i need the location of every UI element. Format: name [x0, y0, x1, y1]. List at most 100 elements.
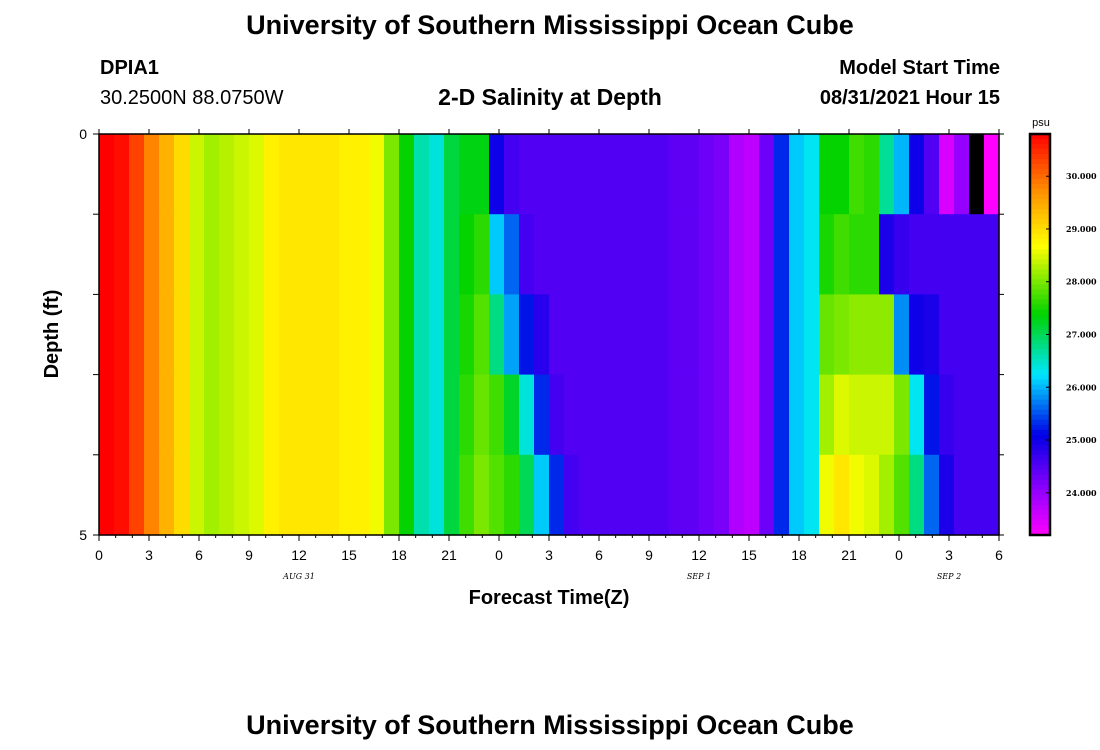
- heatmap: [99, 134, 1000, 536]
- heatmap-cell: [774, 374, 790, 456]
- heatmap-cell: [414, 134, 430, 215]
- heatmap-cell: [444, 374, 460, 456]
- heatmap-cell: [849, 374, 865, 456]
- heatmap-cell: [264, 294, 280, 376]
- heatmap-cell: [264, 214, 280, 295]
- heatmap-cell: [939, 134, 955, 215]
- heatmap-cell: [249, 134, 265, 215]
- heatmap-cell: [564, 454, 580, 536]
- heatmap-cell: [384, 454, 400, 536]
- heatmap-cell: [354, 374, 370, 456]
- colorbar-segment: [1030, 444, 1050, 451]
- heatmap-cell: [759, 214, 775, 295]
- colorbar-segment: [1030, 249, 1050, 255]
- colorbar-segment: [1030, 294, 1050, 301]
- heatmap-cell: [354, 134, 370, 215]
- colorbar-segment: [1030, 204, 1050, 210]
- x-tick-label: 3: [945, 547, 953, 563]
- heatmap-cell: [549, 454, 565, 536]
- y-axis-label: Depth (ft): [41, 290, 63, 379]
- heatmap-cell: [834, 374, 850, 456]
- heatmap-cell: [609, 214, 625, 295]
- colorbar-segment: [1030, 334, 1050, 341]
- heatmap-cell: [129, 214, 145, 295]
- heatmap-cell: [714, 134, 730, 215]
- colorbar-segment: [1030, 229, 1050, 235]
- heatmap-cell: [459, 134, 475, 215]
- heatmap-cell: [279, 134, 295, 215]
- heatmap-cell: [489, 454, 505, 536]
- heatmap-cell: [909, 374, 925, 456]
- colorbar-segment: [1030, 289, 1050, 295]
- heatmap-cell: [354, 294, 370, 376]
- heatmap-cell: [924, 134, 940, 215]
- colorbar-segment: [1030, 464, 1050, 471]
- heatmap-cell: [204, 214, 220, 295]
- colorbar-segment: [1030, 429, 1050, 436]
- station-coords: 30.2500N 88.0750W: [100, 87, 284, 109]
- heatmap-cell: [834, 134, 850, 215]
- heatmap-cell: [219, 214, 235, 295]
- model-start-value: 08/31/2021 Hour 15: [819, 87, 1000, 109]
- heatmap-cell: [159, 374, 175, 456]
- station-id: DPIA1: [100, 57, 159, 79]
- heatmap-cell: [519, 294, 535, 376]
- heatmap-cell: [219, 294, 235, 376]
- x-tick-label: 0: [95, 547, 103, 563]
- heatmap-cell: [714, 214, 730, 295]
- heatmap-cell: [684, 134, 700, 215]
- heatmap-cell: [609, 134, 625, 215]
- heatmap-cell: [99, 214, 115, 295]
- heatmap-cell: [864, 214, 880, 295]
- colorbar-segment: [1030, 399, 1050, 406]
- heatmap-cell: [684, 374, 700, 456]
- colorbar: 30.000 29.000 28.000 27.000 26.000 25.000 24.0…: [1028, 132, 1097, 537]
- heatmap-cell: [789, 294, 805, 376]
- colorbar-label: 30.000: [1066, 171, 1097, 181]
- heatmap-cell: [189, 214, 205, 295]
- colorbar-segment: [1030, 414, 1050, 421]
- heatmap-cell: [489, 134, 505, 215]
- heatmap-cell: [564, 374, 580, 456]
- colorbar-segment: [1030, 299, 1050, 306]
- heatmap-cell: [984, 454, 1000, 536]
- heatmap-cell: [429, 374, 445, 456]
- heatmap-cell: [114, 454, 130, 536]
- heatmap-cell: [819, 374, 835, 456]
- heatmap-cell: [744, 374, 760, 456]
- colorbar-segment: [1030, 139, 1050, 145]
- heatmap-cell: [279, 294, 295, 376]
- heatmap-cell: [954, 214, 970, 295]
- heatmap-cell: [549, 294, 565, 376]
- x-tick-label: 15: [341, 547, 357, 563]
- colorbar-segment: [1030, 179, 1050, 185]
- heatmap-cell: [474, 454, 490, 536]
- heatmap-cell: [159, 134, 175, 215]
- heatmap-cell: [924, 374, 940, 456]
- heatmap-cell: [144, 454, 160, 536]
- heatmap-cell: [294, 294, 310, 376]
- heatmap-cell: [504, 134, 520, 215]
- heatmap-cell: [609, 294, 625, 376]
- colorbar-segment: [1030, 459, 1050, 466]
- heatmap-cell: [684, 294, 700, 376]
- heatmap-cell: [669, 214, 685, 295]
- heatmap-cell: [984, 134, 1000, 215]
- heatmap-cell: [384, 374, 400, 456]
- colorbar-segment: [1030, 509, 1050, 516]
- heatmap-cell: [894, 134, 910, 215]
- x-tick-label: 6: [595, 547, 603, 563]
- heatmap-cell: [474, 134, 490, 215]
- heatmap-cell: [504, 214, 520, 295]
- heatmap-cell: [159, 454, 175, 536]
- heatmap-cell: [594, 294, 610, 376]
- heatmap-cell: [534, 214, 550, 295]
- heatmap-cell: [174, 294, 190, 376]
- heatmap-cell: [549, 134, 565, 215]
- colorbar-segment: [1030, 439, 1050, 446]
- heatmap-cell: [684, 214, 700, 295]
- colorbar-segment: [1030, 244, 1050, 250]
- heatmap-cell: [219, 454, 235, 536]
- heatmap-cell: [909, 134, 925, 215]
- heatmap-cell: [519, 134, 535, 215]
